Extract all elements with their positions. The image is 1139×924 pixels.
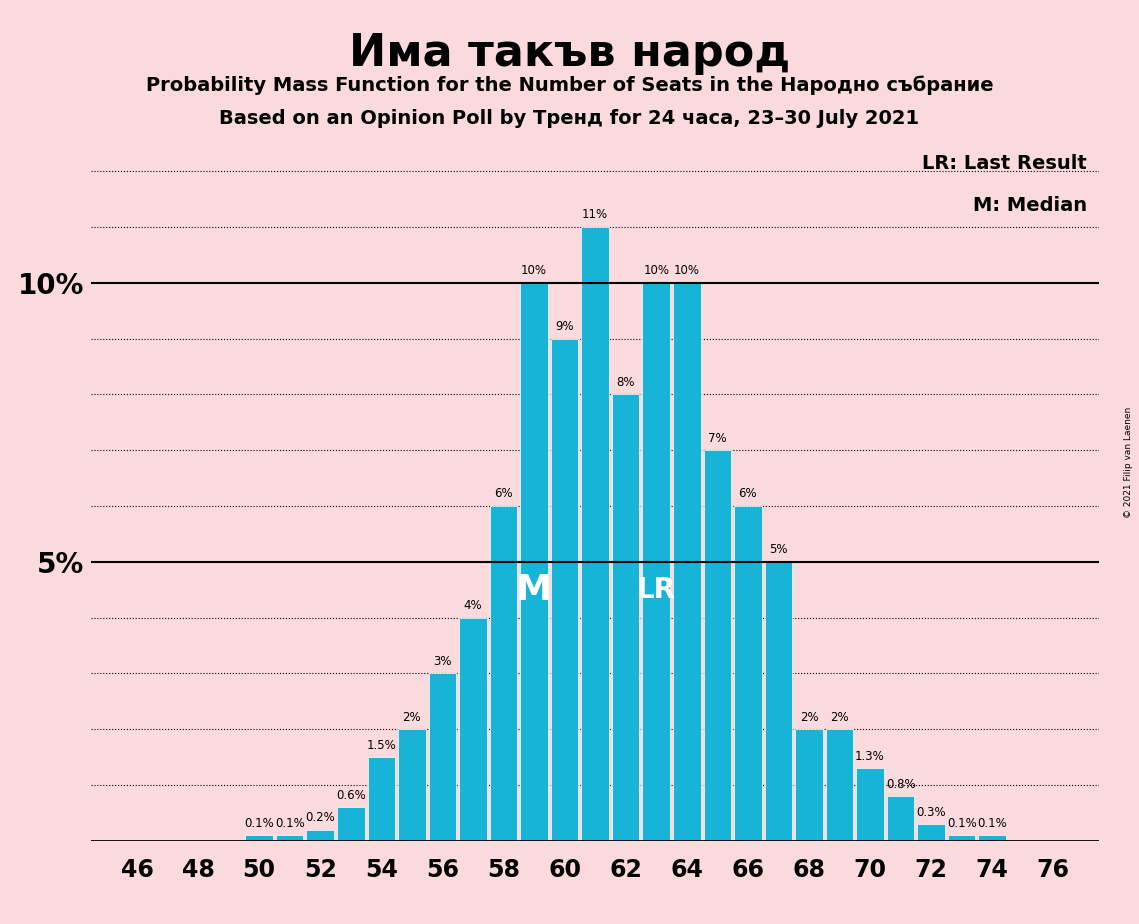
Text: 0.1%: 0.1% — [947, 817, 976, 830]
Bar — [337, 808, 364, 841]
Bar — [581, 227, 609, 841]
Bar — [521, 283, 548, 841]
Text: 1.3%: 1.3% — [855, 749, 885, 762]
Text: 6%: 6% — [494, 487, 513, 501]
Text: 8%: 8% — [616, 376, 634, 389]
Text: 1.5%: 1.5% — [367, 738, 396, 751]
Bar — [826, 729, 853, 841]
Text: 5%: 5% — [769, 543, 788, 556]
Text: 9%: 9% — [556, 320, 574, 333]
Text: Based on an Opinion Poll by Тренд for 24 часа, 23–30 July 2021: Based on an Opinion Poll by Тренд for 24… — [220, 109, 919, 128]
Bar — [399, 729, 426, 841]
Bar — [673, 283, 700, 841]
Bar — [245, 835, 273, 841]
Text: 6%: 6% — [738, 487, 757, 501]
Text: 10%: 10% — [521, 264, 547, 277]
Text: Probability Mass Function for the Number of Seats in the Народно събрание: Probability Mass Function for the Number… — [146, 76, 993, 95]
Text: 4%: 4% — [464, 599, 482, 612]
Text: 10%: 10% — [644, 264, 670, 277]
Bar — [612, 395, 639, 841]
Text: 10%: 10% — [674, 264, 699, 277]
Text: © 2021 Filip van Laenen: © 2021 Filip van Laenen — [1124, 407, 1133, 517]
Bar — [551, 338, 579, 841]
Bar — [795, 729, 822, 841]
Text: 2%: 2% — [830, 711, 849, 723]
Text: 0.1%: 0.1% — [244, 817, 274, 830]
Text: M: Median: M: Median — [973, 196, 1087, 214]
Bar — [978, 835, 1006, 841]
Text: 2%: 2% — [800, 711, 818, 723]
Bar — [948, 835, 975, 841]
Bar — [490, 506, 517, 841]
Text: Има такъв народ: Има такъв народ — [349, 32, 790, 76]
Text: 0.2%: 0.2% — [305, 811, 335, 824]
Text: 0.6%: 0.6% — [336, 789, 366, 802]
Text: M: M — [516, 573, 552, 607]
Bar — [368, 757, 395, 841]
Text: 0.1%: 0.1% — [274, 817, 304, 830]
Bar — [764, 562, 792, 841]
Text: LR: LR — [637, 576, 675, 603]
Text: 2%: 2% — [402, 711, 421, 723]
Bar — [428, 674, 456, 841]
Bar — [642, 283, 670, 841]
Bar — [306, 830, 334, 841]
Text: 0.8%: 0.8% — [886, 778, 916, 791]
Bar — [735, 506, 762, 841]
Bar — [704, 450, 731, 841]
Text: LR: Last Result: LR: Last Result — [923, 153, 1087, 173]
Text: 0.3%: 0.3% — [916, 806, 947, 819]
Text: 3%: 3% — [433, 655, 452, 668]
Bar — [917, 824, 945, 841]
Text: 7%: 7% — [708, 432, 727, 444]
Text: 0.1%: 0.1% — [977, 817, 1007, 830]
Bar — [857, 768, 884, 841]
Bar — [459, 617, 486, 841]
Text: 11%: 11% — [582, 208, 608, 222]
Bar — [276, 835, 303, 841]
Bar — [887, 796, 915, 841]
